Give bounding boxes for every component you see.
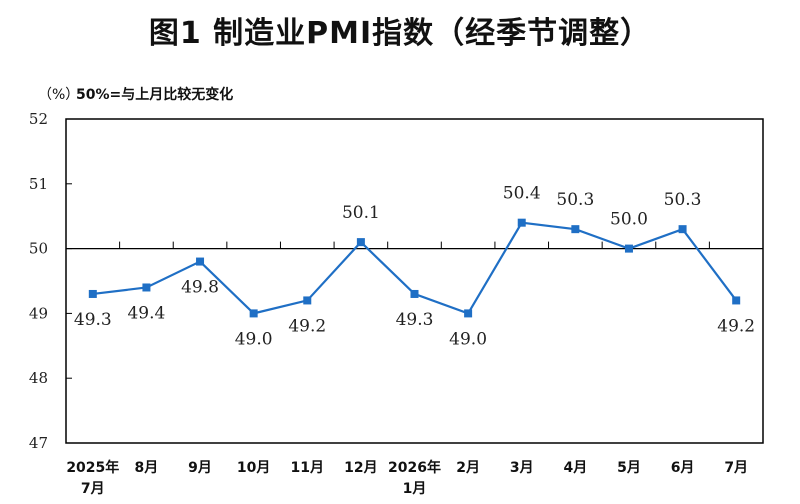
data-point — [571, 225, 580, 234]
data-point — [196, 257, 205, 266]
x-tick-label-line: 2026年 — [388, 459, 441, 476]
x-tick-label-line: 8月 — [135, 460, 159, 476]
x-tick-label-line: 5月 — [617, 460, 641, 476]
data-label: 49.3 — [74, 310, 112, 330]
x-tick-label: 6月 — [671, 460, 695, 476]
data-label: 49.0 — [449, 329, 487, 349]
x-tick-label: 9月 — [188, 460, 212, 476]
y-tick-label: 47 — [29, 434, 48, 452]
x-tick-label-line: 1月 — [403, 481, 427, 497]
data-label: 50.0 — [610, 210, 648, 230]
x-tick-label-line: 4月 — [563, 460, 587, 476]
y-axis-units: （%） — [38, 87, 80, 103]
x-tick-label-line: 2月 — [456, 460, 480, 476]
data-point — [624, 244, 633, 253]
data-label: 49.2 — [717, 316, 755, 336]
x-tick-label-line: 7月 — [81, 481, 105, 497]
data-point — [356, 238, 365, 247]
x-tick-label-line: 3月 — [510, 460, 534, 476]
x-tick-label: 2月 — [456, 460, 480, 476]
x-tick-label: 4月 — [563, 460, 587, 476]
x-tick-label: 10月 — [237, 460, 270, 476]
y-tick-label: 52 — [29, 110, 48, 128]
data-point — [88, 289, 97, 298]
data-point — [303, 296, 312, 305]
x-tick-label: 2025年 7月 — [66, 459, 119, 497]
data-label: 50.3 — [556, 190, 594, 210]
x-tick-label: 3月 — [510, 460, 534, 476]
x-tick-label-line: 12月 — [344, 460, 377, 476]
y-tick-label: 51 — [29, 175, 48, 193]
data-label: 49.0 — [235, 329, 273, 349]
data-label: 50.4 — [503, 184, 541, 204]
y-tick-label: 49 — [29, 304, 48, 322]
data-label: 50.3 — [664, 190, 702, 210]
data-point — [249, 309, 258, 318]
x-tick-label-line: 6月 — [671, 460, 695, 476]
data-point — [517, 218, 526, 227]
x-tick-label: 12月 — [344, 460, 377, 476]
data-label: 49.2 — [288, 316, 326, 336]
data-point — [464, 309, 473, 318]
data-label: 49.8 — [181, 278, 219, 298]
series-line — [92, 221, 738, 315]
data-point — [678, 225, 687, 234]
reference-note: 50%=与上月比较无变化 — [76, 87, 234, 103]
data-label: 49.4 — [127, 303, 165, 323]
x-tick-label: 5月 — [617, 460, 641, 476]
data-point — [142, 283, 151, 292]
x-tick-label: 2026年 1月 — [388, 459, 441, 497]
x-tick-label-line: 2025年 — [66, 459, 119, 476]
data-point — [410, 289, 419, 298]
data-label: 50.1 — [342, 203, 380, 223]
data-point — [732, 296, 741, 305]
y-tick-label: 48 — [29, 369, 48, 387]
x-tick-label-line: 11月 — [291, 460, 324, 476]
y-tick-label: 50 — [29, 240, 48, 258]
chart-title: 图1 制造业PMI指数（经季节调整） — [148, 16, 652, 51]
x-tick-label: 11月 — [291, 460, 324, 476]
x-tick-label-line: 7月 — [724, 460, 748, 476]
x-tick-label: 8月 — [135, 460, 159, 476]
x-tick-label-line: 9月 — [188, 460, 212, 476]
x-tick-label: 7月 — [724, 460, 748, 476]
data-label: 49.3 — [396, 310, 434, 330]
x-tick-label-line: 10月 — [237, 460, 270, 476]
plot-frame — [65, 118, 764, 444]
